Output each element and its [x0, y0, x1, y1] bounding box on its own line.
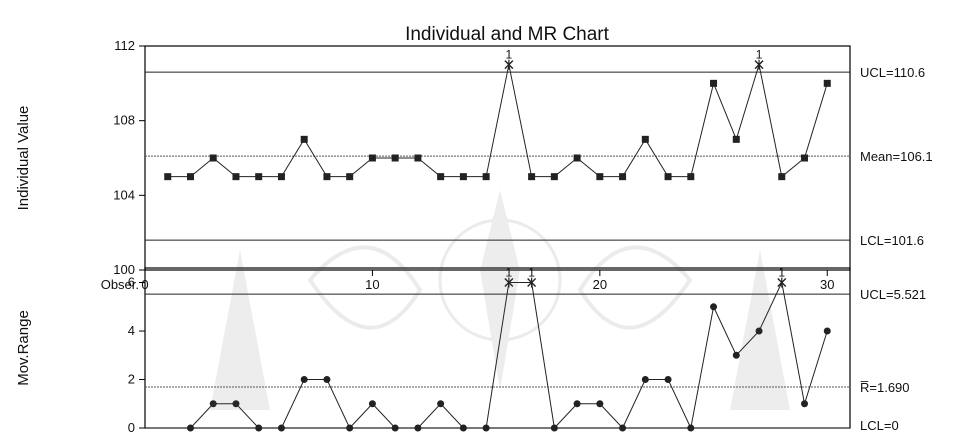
data-point	[391, 154, 399, 162]
data-point	[368, 400, 376, 408]
data-point	[164, 173, 172, 181]
data-point	[300, 376, 308, 384]
individual-mean-label: Mean=106.1	[860, 149, 933, 164]
data-point	[801, 154, 809, 162]
mr-points: 1 1 1	[186, 266, 831, 432]
data-point	[346, 424, 354, 432]
data-point	[732, 351, 740, 359]
mr-y-axis-label: Mov.Range	[15, 310, 32, 386]
data-point	[255, 173, 263, 181]
mr-y-ticks: 0 2 4 6	[128, 275, 145, 435]
data-point	[710, 79, 718, 87]
individual-plot-frame	[144, 45, 851, 271]
data-point	[801, 400, 809, 408]
data-point	[232, 173, 240, 181]
data-point	[437, 400, 445, 408]
x-tick-label: 20	[593, 277, 607, 292]
data-point	[323, 173, 331, 181]
data-point	[414, 154, 422, 162]
data-point	[368, 154, 376, 162]
data-point	[323, 376, 331, 384]
data-point	[414, 424, 422, 432]
individual-ucl-label: UCL=110.6	[860, 65, 925, 80]
data-point	[710, 303, 718, 311]
out-of-control-label: 1	[756, 48, 763, 62]
data-point	[459, 424, 467, 432]
out-of-control-point	[504, 277, 514, 288]
y-tick-label: 4	[128, 323, 135, 338]
data-point	[528, 173, 536, 181]
out-of-control-point	[527, 277, 537, 288]
data-point	[482, 424, 490, 432]
mr-plot-frame	[144, 267, 851, 429]
mr-center-label: R̅=1.690	[860, 380, 910, 395]
data-point	[823, 327, 831, 335]
x-axis-label: Obser.	[101, 277, 139, 292]
data-point	[459, 173, 467, 181]
x-tick-label: 10	[365, 277, 379, 292]
mr-ucl-label: UCL=5.521	[860, 287, 926, 302]
data-point	[596, 173, 604, 181]
data-point	[641, 376, 649, 384]
y-tick-label: 112	[114, 38, 135, 53]
individual-y-ticks: 100 104 108 112	[113, 38, 145, 277]
data-point	[823, 79, 831, 87]
y-tick-label: 100	[113, 262, 135, 277]
x-tick-label: 30	[820, 277, 834, 292]
chart-title: Individual and MR Chart	[405, 24, 610, 45]
individual-y-axis-label: Individual Value	[15, 106, 32, 211]
data-point	[255, 424, 263, 432]
individual-x-ticks: 0 10 20 30	[141, 270, 834, 292]
data-point	[209, 400, 217, 408]
individual-series-line	[167, 64, 828, 178]
data-point	[186, 173, 194, 181]
y-tick-label: 6	[128, 275, 135, 290]
y-tick-label: 104	[113, 187, 135, 202]
data-point	[186, 424, 194, 432]
individual-lcl-label: LCL=101.6	[860, 233, 924, 248]
data-point	[641, 135, 649, 143]
data-point	[664, 173, 672, 181]
out-of-control-label: 1	[506, 48, 513, 62]
data-point	[732, 135, 740, 143]
y-tick-label: 2	[128, 372, 135, 387]
data-point	[550, 424, 558, 432]
data-point	[437, 173, 445, 181]
data-point	[778, 173, 786, 181]
data-point	[573, 154, 581, 162]
data-point	[619, 424, 627, 432]
data-point	[619, 173, 627, 181]
out-of-control-label: 1	[528, 266, 535, 280]
data-point	[277, 173, 285, 181]
out-of-control-point	[754, 59, 764, 70]
out-of-control-label: 1	[506, 266, 513, 280]
data-point	[664, 376, 672, 384]
mr-series-line	[190, 280, 828, 430]
out-of-control-label: 1	[778, 266, 785, 280]
data-point	[755, 327, 763, 335]
data-point	[277, 424, 285, 432]
data-point	[232, 400, 240, 408]
out-of-control-point	[777, 277, 787, 288]
data-point	[346, 173, 354, 181]
data-point	[482, 173, 490, 181]
data-point	[550, 173, 558, 181]
data-point	[687, 424, 695, 432]
mr-lcl-label: LCL=0	[860, 418, 899, 433]
data-point	[300, 135, 308, 143]
data-point	[209, 154, 217, 162]
data-point	[687, 173, 695, 181]
y-tick-label: 108	[113, 113, 135, 128]
data-point	[391, 424, 399, 432]
data-point	[573, 400, 581, 408]
y-tick-label: 0	[128, 420, 135, 434]
out-of-control-point	[504, 59, 514, 70]
data-point	[596, 400, 604, 408]
